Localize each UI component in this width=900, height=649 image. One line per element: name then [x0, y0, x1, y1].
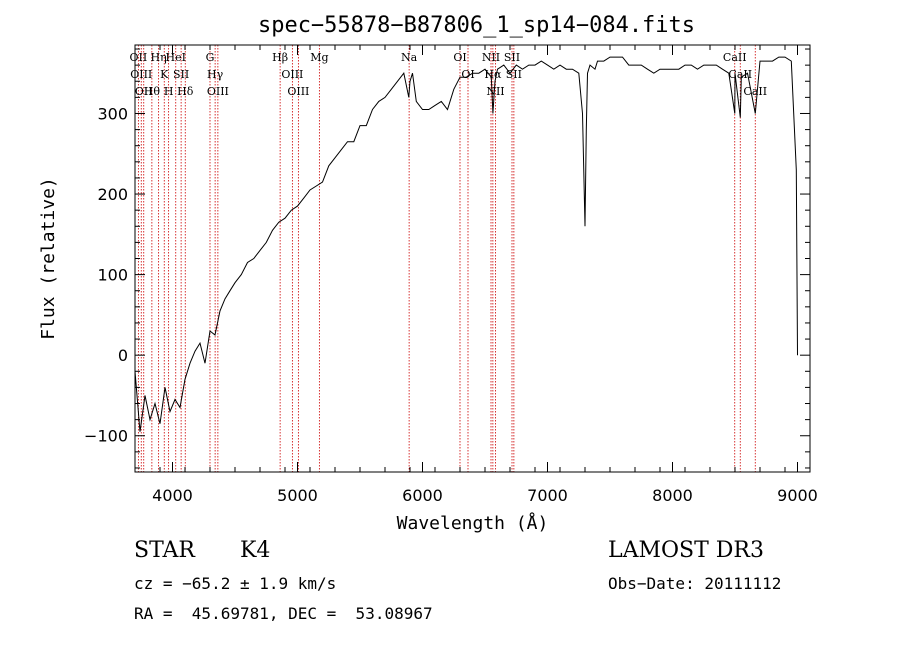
line-marker-label: NII — [482, 51, 500, 64]
x-tick-label: 6000 — [402, 486, 443, 505]
y-axis-label: Flux (relative) — [38, 177, 59, 340]
x-tick-label: 4000 — [152, 486, 193, 505]
line-marker-label: Hη — [151, 51, 167, 64]
line-marker-label: Na — [401, 51, 418, 64]
obs-date-text: Obs−Date: 20111112 — [608, 574, 782, 593]
line-marker-label: CaII — [723, 51, 747, 64]
line-marker-label: NII — [486, 85, 504, 98]
line-marker-label: OII — [135, 85, 153, 98]
x-axis-label: Wavelength (Å) — [397, 512, 549, 534]
survey-name: LAMOST DR3 — [608, 538, 764, 563]
line-marker-label: CaII — [728, 68, 752, 81]
chart-title: spec−55878−B87806_1_sp14−084.fits — [258, 13, 695, 38]
line-marker-label: HeI — [166, 51, 186, 64]
y-tick-label: −100 — [84, 427, 128, 446]
line-marker-label: Hγ — [207, 68, 224, 81]
line-marker-label: OI — [461, 68, 474, 81]
x-tick-label: 5000 — [277, 486, 318, 505]
y-tick-label: 100 — [97, 266, 128, 285]
line-marker-label: Hα — [484, 68, 502, 81]
line-marker-label: OII — [130, 51, 148, 64]
line-marker-label: OIII — [130, 68, 152, 81]
object-class: STAR — [134, 538, 195, 563]
coordinates-text: RA = 45.69781, DEC = 53.08967 — [134, 604, 433, 623]
line-marker-label: G — [206, 51, 215, 64]
line-marker-label: K — [160, 68, 169, 81]
line-marker-label: SII — [173, 68, 189, 81]
x-tick-label: 7000 — [527, 486, 568, 505]
plot-frame — [134, 44, 811, 473]
line-marker-label: Hβ — [272, 51, 288, 64]
y-tick-label: 300 — [97, 104, 128, 123]
x-tick-label: 8000 — [652, 486, 693, 505]
line-marker-label: SII — [504, 51, 520, 64]
line-marker-label: SII — [506, 68, 522, 81]
line-marker-label: OI — [453, 51, 466, 64]
redshift-text: cz = −65.2 ± 1.9 km/s — [134, 574, 337, 593]
line-marker-label: OIII — [207, 85, 229, 98]
x-tick-label: 9000 — [777, 486, 818, 505]
line-marker-label: Mg — [310, 51, 328, 64]
y-tick-label: 200 — [97, 185, 128, 204]
line-marker-label: OIII — [281, 68, 303, 81]
line-marker-label: CaII — [743, 85, 767, 98]
y-tick-label: 0 — [118, 346, 128, 365]
line-marker-label: H — [164, 85, 174, 98]
spectrum-line — [135, 56, 798, 432]
object-subclass: K4 — [240, 538, 271, 563]
line-marker-label: Hθ — [144, 85, 161, 98]
line-marker-label: Hδ — [177, 85, 194, 98]
line-marker-label: OIII — [287, 85, 309, 98]
